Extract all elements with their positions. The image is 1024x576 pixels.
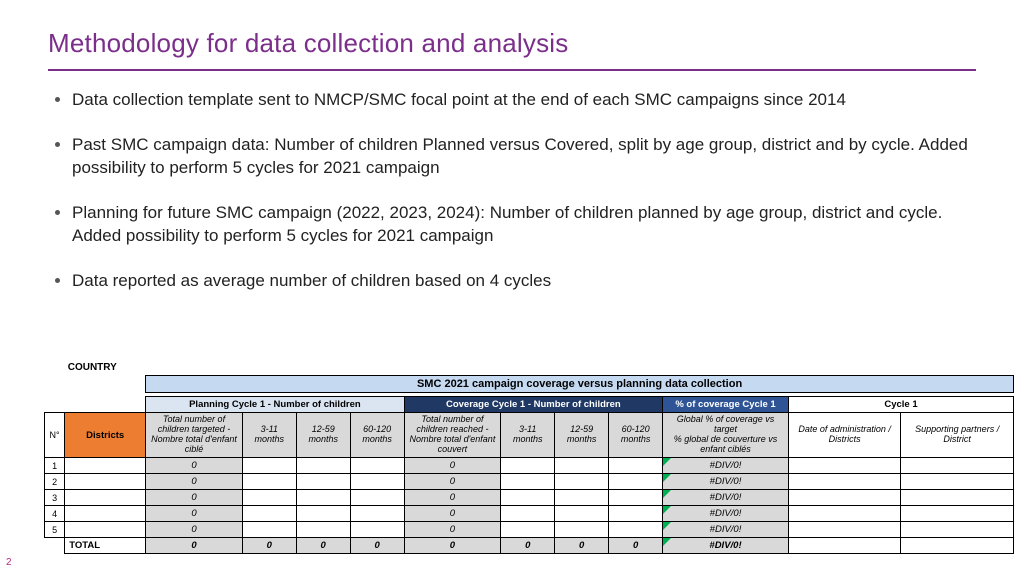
sub-60-120: 60-120 months bbox=[350, 413, 404, 458]
sub-3-11: 3-11 months bbox=[501, 413, 555, 458]
data-table-wrap: COUNTRY SMC 2021 campaign coverage versu… bbox=[44, 360, 1014, 554]
sub-header-row: N° Districts Total number of children ta… bbox=[45, 413, 1014, 458]
pct-group-header: % of coverage Cycle 1 bbox=[663, 397, 789, 413]
bullet-item: Data collection template sent to NMCP/SM… bbox=[72, 89, 976, 112]
sub-3-11: 3-11 months bbox=[242, 413, 296, 458]
sub-12-59: 12-59 months bbox=[555, 413, 609, 458]
cycle-group-header: Cycle 1 bbox=[788, 397, 1013, 413]
sub-pct: Global % of coverage vs target % global … bbox=[663, 413, 789, 458]
slide-title: Methodology for data collection and anal… bbox=[48, 28, 976, 59]
page-number: 2 bbox=[6, 557, 12, 568]
sub-60-120: 60-120 months bbox=[609, 413, 663, 458]
bullet-item: Data reported as average number of child… bbox=[72, 270, 976, 293]
sub-date: Date of administration / Districts bbox=[788, 413, 900, 458]
slide: Methodology for data collection and anal… bbox=[0, 0, 1024, 576]
total-row: TOTAL 0 0 0 0 0 0 0 0 #DIV/0! bbox=[45, 538, 1014, 554]
bullet-item: Past SMC campaign data: Number of childr… bbox=[72, 134, 976, 180]
cov-group-header: Coverage Cycle 1 - Number of children bbox=[404, 397, 662, 413]
num-header: N° bbox=[45, 413, 65, 458]
sub-partners: Supporting partners / District bbox=[901, 413, 1014, 458]
sub-12-59: 12-59 months bbox=[296, 413, 350, 458]
table-row: 4 0 0 #DIV/0! bbox=[45, 506, 1014, 522]
districts-header: Districts bbox=[65, 413, 146, 458]
table-row: 2 0 0 #DIV/0! bbox=[45, 474, 1014, 490]
sub-cov-total: Total number of children reached - Nombr… bbox=[404, 413, 501, 458]
group-header-row: Planning Cycle 1 - Number of children Co… bbox=[45, 397, 1014, 413]
country-row: COUNTRY bbox=[45, 360, 1014, 376]
table-row: 3 0 0 #DIV/0! bbox=[45, 490, 1014, 506]
title-rule bbox=[48, 69, 976, 71]
total-label: TOTAL bbox=[65, 538, 146, 554]
plan-group-header: Planning Cycle 1 - Number of children bbox=[146, 397, 404, 413]
bullet-item: Planning for future SMC campaign (2022, … bbox=[72, 202, 976, 248]
sub-plan-total: Total number of children targeted - Nomb… bbox=[146, 413, 243, 458]
table-row: 1 0 0 #DIV/0! bbox=[45, 458, 1014, 474]
data-table: COUNTRY SMC 2021 campaign coverage versu… bbox=[44, 360, 1014, 554]
banner-cell: SMC 2021 campaign coverage versus planni… bbox=[146, 376, 1014, 393]
bullet-list: Data collection template sent to NMCP/SM… bbox=[72, 89, 976, 293]
country-label: COUNTRY bbox=[65, 360, 146, 376]
banner-row: SMC 2021 campaign coverage versus planni… bbox=[45, 376, 1014, 393]
table-row: 5 0 0 #DIV/0! bbox=[45, 522, 1014, 538]
